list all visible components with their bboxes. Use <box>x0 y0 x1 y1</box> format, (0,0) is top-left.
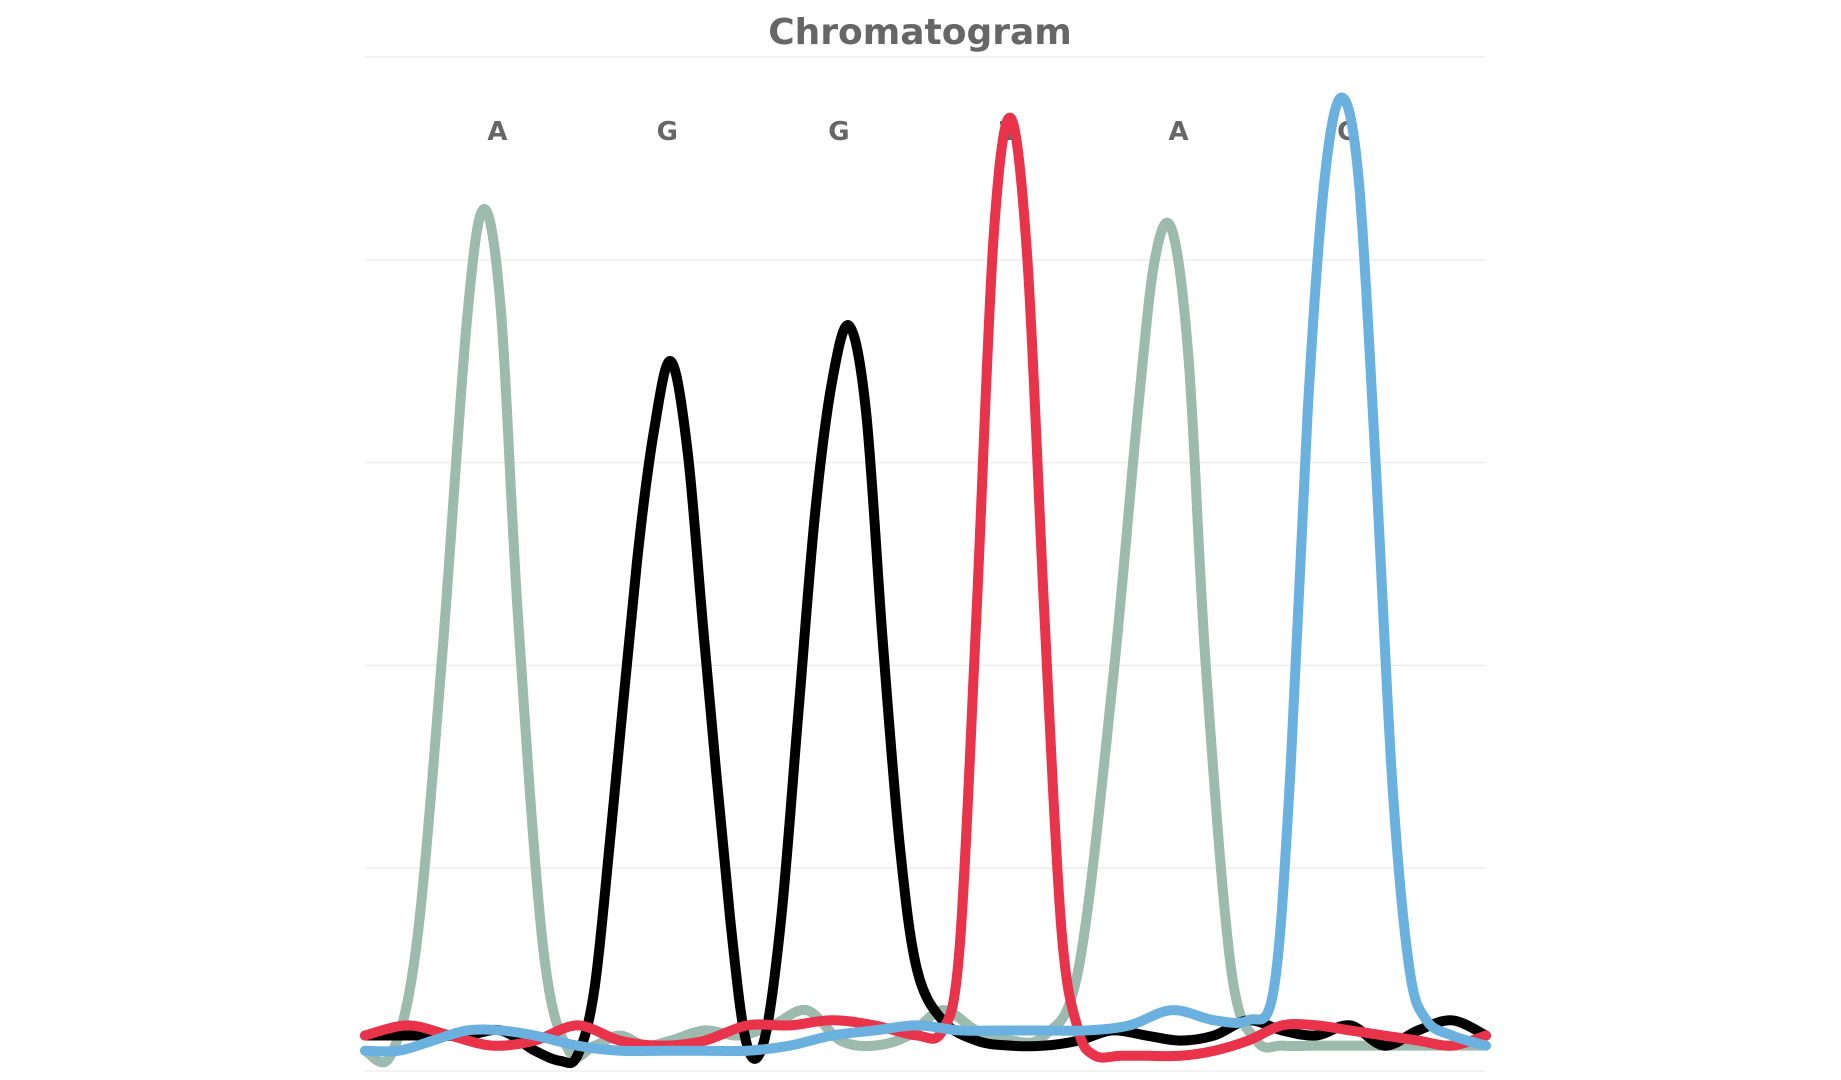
trace-line-3 <box>360 92 1491 1057</box>
base-call-label-0: A <box>487 117 507 147</box>
base-call-label-1: G <box>657 117 678 147</box>
base-call-label-4: A <box>1169 117 1189 147</box>
base-call-label-2: G <box>828 117 849 147</box>
trace-line-0 <box>360 204 1491 1068</box>
traces <box>360 92 1491 1069</box>
trace-line-1 <box>360 320 1491 1069</box>
chart-title: Chromatogram <box>768 12 1072 53</box>
trace-line-2 <box>360 112 1491 1063</box>
grid <box>365 56 1486 1072</box>
